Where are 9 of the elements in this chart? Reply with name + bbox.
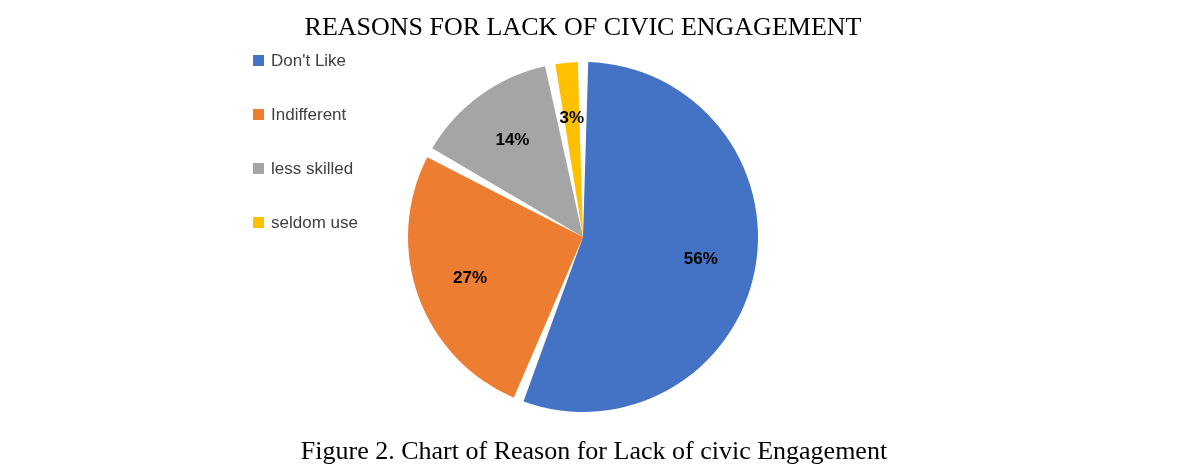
data-label: 27% xyxy=(453,267,488,287)
legend-label: less skilled xyxy=(271,158,354,178)
legend-label: Indifferent xyxy=(271,104,347,124)
legend-label: Don't Like xyxy=(271,50,347,70)
data-label: 14% xyxy=(495,129,530,149)
data-label: 56% xyxy=(683,249,718,269)
caption: Figure 2. Chart of Reason for Lack of civic Engagement xyxy=(299,436,889,466)
chart-title: REASONS FOR LACK OF CIVIC ENGAGEMENT xyxy=(304,12,862,41)
legend-label: seldom use xyxy=(271,212,358,232)
